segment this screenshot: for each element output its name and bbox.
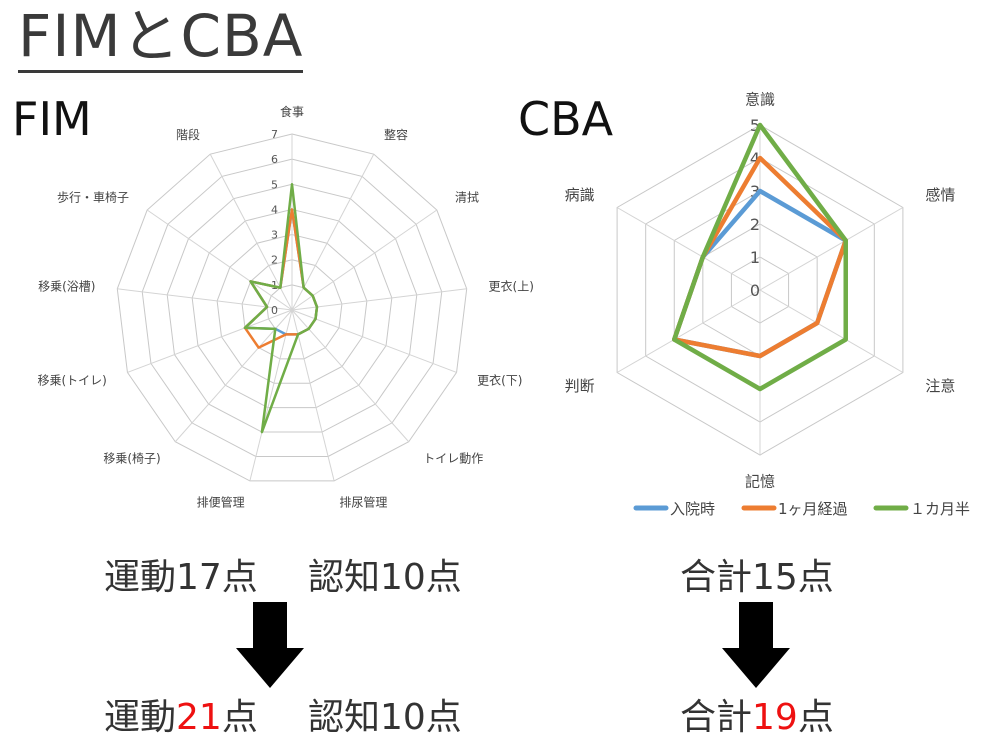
tick-label: 0 — [271, 304, 278, 317]
axis-label: トイレ動作 — [423, 451, 483, 465]
cba-after-suffix: 点 — [797, 697, 834, 738]
grid-spoke — [759, 289, 904, 373]
tick-label: 3 — [750, 182, 760, 201]
grid-spoke — [291, 309, 410, 443]
tick-label: 6 — [271, 153, 278, 166]
grid-spoke — [291, 288, 467, 311]
grid-spoke — [616, 207, 761, 291]
tick-label: 7 — [271, 128, 278, 141]
tick-label: 0 — [750, 281, 760, 300]
axis-label: 記憶 — [745, 472, 775, 490]
grid-spoke — [616, 289, 761, 373]
down-arrow-icon — [722, 602, 790, 688]
tick-label: 2 — [750, 215, 760, 234]
tick-label: 1 — [750, 248, 760, 267]
cba-after-total: 合計19点 — [680, 696, 834, 740]
grid-spoke — [127, 309, 293, 373]
fim-after-motor-prefix: 運動 — [104, 697, 177, 738]
grid-spoke — [291, 153, 375, 311]
grid-spoke — [209, 153, 293, 311]
tick-label: 4 — [750, 149, 760, 168]
grid-ring — [216, 234, 368, 384]
tick-label: 5 — [750, 116, 760, 135]
axis-label: 整容 — [384, 127, 408, 142]
cba-after-prefix: 合計 — [680, 697, 753, 738]
cba-after-value: 19 — [752, 697, 798, 738]
axis-label: 更衣(下) — [477, 372, 522, 387]
grid-spoke — [291, 209, 438, 311]
grid-spoke — [146, 209, 293, 311]
legend-label: 1ヶ月経過 — [778, 500, 848, 518]
legend-label: 入院時 — [670, 500, 715, 518]
cba-heading: CBA — [518, 92, 614, 146]
grid-spoke — [291, 309, 335, 482]
series-line — [672, 122, 848, 392]
axis-label: 清拭 — [455, 191, 479, 205]
axis-label: 感情 — [925, 186, 955, 204]
axis-label: 階段 — [176, 127, 200, 142]
grid-spoke — [249, 309, 293, 482]
grid-spoke — [174, 309, 293, 443]
grid-spoke — [117, 288, 293, 311]
axis-label: 食事 — [280, 104, 304, 119]
grid-spoke — [759, 207, 904, 291]
fim-heading: FIM — [12, 92, 92, 146]
tick-label: 4 — [271, 203, 278, 216]
grid-ring — [191, 208, 393, 409]
fim-after-motor-suffix: 点 — [221, 697, 258, 738]
grid-ring — [116, 133, 468, 482]
grid-ring — [166, 183, 418, 433]
axis-label: 判断 — [565, 377, 595, 395]
axis-label: 排便管理 — [197, 494, 245, 509]
axis-label: 意識 — [745, 90, 775, 108]
cba-before-total: 合計15点 — [680, 557, 834, 598]
axis-label: 移乗(椅子) — [103, 451, 160, 465]
fim-after-motor: 運動21点 — [104, 696, 258, 740]
tick-label: 3 — [271, 229, 278, 242]
fim-before-motor: 運動17点 — [104, 557, 258, 598]
slide-title: FIMとCBA — [18, 2, 304, 73]
grid-spoke — [291, 309, 457, 373]
down-arrow-icon — [236, 602, 304, 688]
fim-before-cognitive: 認知10点 — [308, 557, 462, 598]
tick-label: 5 — [271, 178, 278, 191]
legend-label: １カ月半 — [910, 500, 970, 518]
axis-label: 移乗(浴槽) — [38, 279, 95, 293]
tick-label: 2 — [271, 254, 278, 267]
axis-label: 注意 — [925, 377, 955, 395]
fim-after-cognitive: 認知10点 — [308, 697, 462, 738]
axis-label: 歩行・車椅子 — [57, 190, 129, 205]
grid-ring — [141, 158, 443, 457]
fim-after-motor-value: 21 — [176, 697, 222, 738]
axis-label: 移乗(トイレ) — [37, 373, 106, 387]
axis-label: 更衣(上) — [489, 278, 534, 293]
series-line — [243, 183, 319, 434]
grid-ring — [241, 259, 343, 360]
axis-label: 排尿管理 — [339, 494, 387, 509]
axis-label: 病識 — [565, 186, 595, 204]
